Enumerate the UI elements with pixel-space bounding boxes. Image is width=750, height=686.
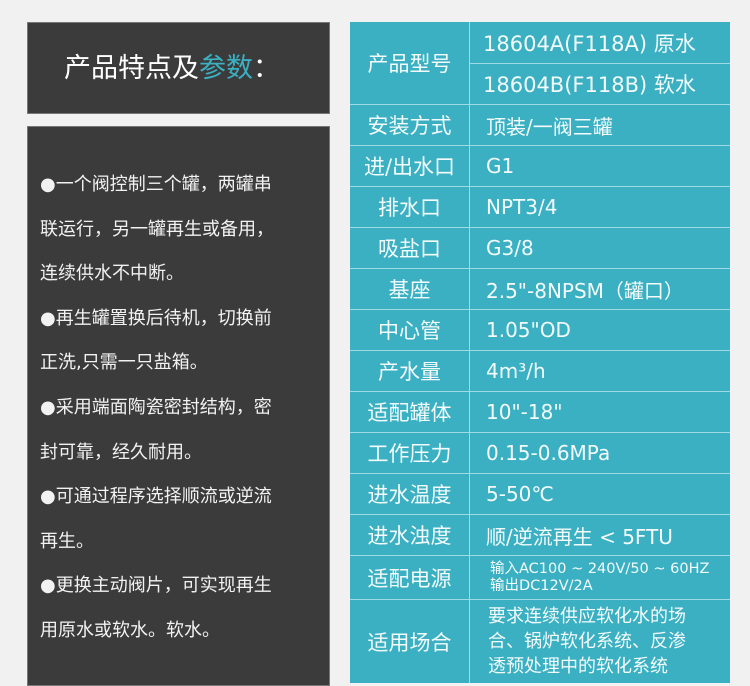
spec-label: 产水量 <box>350 351 470 391</box>
spec-value-power-out: 输出DC12V/2A <box>490 577 593 594</box>
spec-row-use: 适用场合 要求连续供应软化水的场 合、锅炉软化系统、反渗 透预处理中的软化系统 <box>350 600 730 683</box>
spec-label: 适用场合 <box>350 600 470 683</box>
spec-label: 进水浊度 <box>350 515 470 555</box>
spec-value: 0.15-0.6MPa <box>486 441 611 465</box>
spec-label: 产品型号 <box>350 22 470 104</box>
spec-value-model-b: 18604B(F118B) 软水 <box>483 73 696 97</box>
spec-value-line: 透预处理中的软化系统 <box>488 656 668 677</box>
features-panel: ●一个阀控制三个罐，两罐串 联运行，另一罐再生或备用， 连续供水不中断。 ●再生… <box>27 126 330 686</box>
spec-label: 进水温度 <box>350 474 470 514</box>
spec-row-power: 适配电源 输入AC100 ~ 240V/50 ~ 60HZ 输出DC12V/2A <box>350 556 730 600</box>
feature-line: 封可靠，经久耐用。 <box>40 441 202 463</box>
spec-table: 产品型号 18604A(F118A) 原水 18604B(F118B) 软水 安… <box>350 22 730 683</box>
section-title: 产品特点及参数： <box>27 22 330 114</box>
feature-line: ●采用端面陶瓷密封结构，密 <box>40 396 272 418</box>
spec-value: 5-50℃ <box>486 482 554 506</box>
spec-row: 进水浊度 顺/逆流再生 < 5FTU <box>350 515 730 556</box>
spec-row: 适配罐体 10"-18" <box>350 392 730 433</box>
spec-value: G1 <box>486 154 515 178</box>
spec-label: 工作压力 <box>350 433 470 473</box>
feature-line: 用原水或软水。软水。 <box>40 619 220 641</box>
spec-value: 2.5"-8NPSM（罐口） <box>486 278 684 303</box>
feature-line: 连续供水不中断。 <box>40 263 184 285</box>
spec-value: NPT3/4 <box>486 195 558 219</box>
spec-value-line: 合、锅炉软化系统、反渗 <box>488 631 686 652</box>
feature-line: 再生。 <box>40 530 94 552</box>
spec-label: 中心管 <box>350 310 470 350</box>
feature-line: ●再生罐置换后待机，切换前 <box>40 307 272 329</box>
spec-value: 1.05"OD <box>486 318 571 342</box>
spec-label: 适配罐体 <box>350 392 470 432</box>
spec-value-power-in: 输入AC100 ~ 240V/50 ~ 60HZ <box>490 560 710 577</box>
spec-row: 产水量 4m³/h <box>350 351 730 392</box>
spec-value-line: 要求连续供应软化水的场 <box>488 606 686 627</box>
spec-row: 基座 2.5"-8NPSM（罐口） <box>350 269 730 310</box>
feature-line: ●更换主动阀片，可实现再生 <box>40 575 272 597</box>
spec-label: 吸盐口 <box>350 228 470 268</box>
spec-label: 排水口 <box>350 187 470 227</box>
spec-row: 进/出水口 G1 <box>350 146 730 187</box>
spec-row: 吸盐口 G3/8 <box>350 228 730 269</box>
spec-label: 安装方式 <box>350 105 470 145</box>
title-text: 产品特点及 <box>64 53 199 84</box>
feature-line: ●一个阀控制三个罐，两罐串 <box>40 174 272 195</box>
feature-line: 正洗,只需一只盐箱。 <box>40 352 208 374</box>
spec-row: 排水口 NPT3/4 <box>350 187 730 228</box>
title-colon: ： <box>253 53 280 84</box>
spec-row: 进水温度 5-50℃ <box>350 474 730 515</box>
spec-value: 4m³/h <box>486 359 546 383</box>
spec-label: 适配电源 <box>350 556 470 599</box>
spec-label: 基座 <box>350 269 470 309</box>
feature-line: ●可通过程序选择顺流或逆流 <box>40 486 272 508</box>
title-highlight: 参数 <box>199 53 253 84</box>
feature-line: 联运行，另一罐再生或备用， <box>40 218 274 240</box>
spec-label: 进/出水口 <box>350 146 470 186</box>
spec-value: G3/8 <box>486 236 534 260</box>
spec-value: 顺/逆流再生 < 5FTU <box>486 524 673 549</box>
spec-row: 中心管 1.05"OD <box>350 310 730 351</box>
spec-value: 顶装/一阀三罐 <box>486 114 613 139</box>
spec-row: 工作压力 0.15-0.6MPa <box>350 433 730 474</box>
spec-row: 安装方式 顶装/一阀三罐 <box>350 105 730 146</box>
spec-value: 10"-18" <box>486 400 563 424</box>
spec-value-model-a: 18604A(F118A) 原水 <box>469 22 730 64</box>
spec-row-model: 产品型号 18604A(F118A) 原水 18604B(F118B) 软水 <box>350 22 730 105</box>
